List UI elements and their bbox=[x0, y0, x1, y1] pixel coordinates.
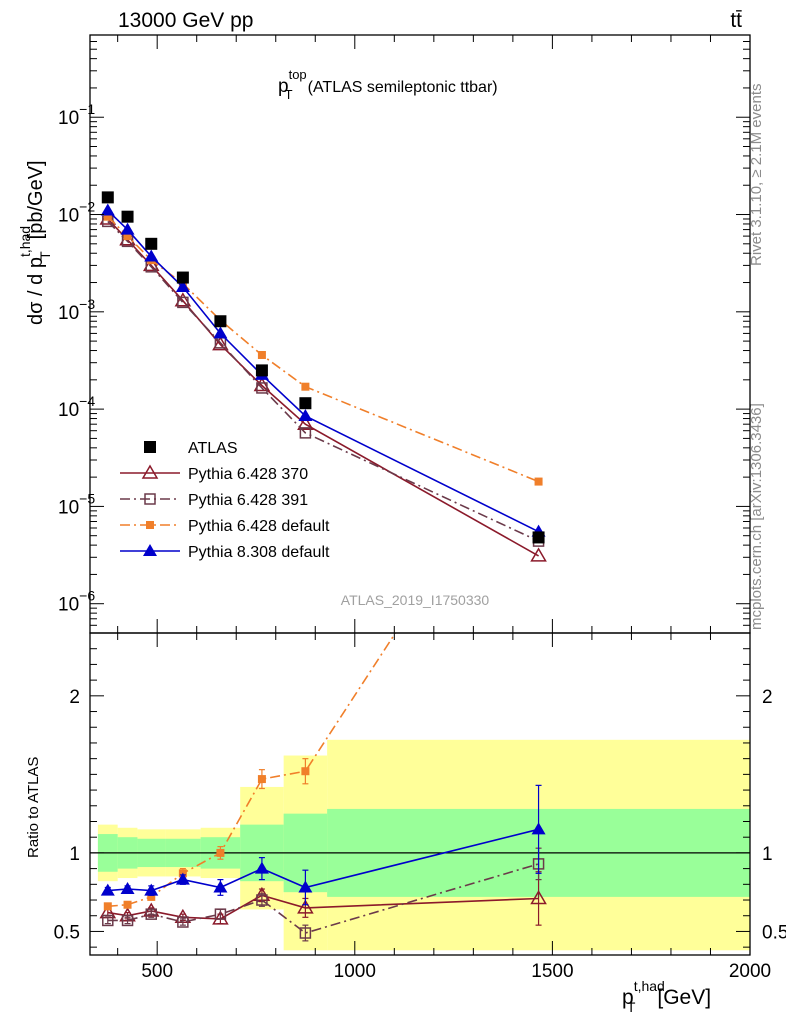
ratio-series-2-point bbox=[216, 848, 225, 857]
top-series-1-point bbox=[297, 415, 314, 430]
top-series-1-point bbox=[212, 336, 229, 351]
top-series-0-point bbox=[101, 191, 114, 204]
top-series-3-point bbox=[103, 212, 112, 221]
ratio-y-tick-label-right: 1 bbox=[762, 844, 773, 865]
top-series-0-point bbox=[255, 364, 268, 377]
ratio-series-3-point bbox=[213, 880, 228, 893]
top-series-0-point bbox=[121, 210, 134, 223]
top-series-0-point bbox=[145, 237, 158, 250]
top-series-4-point bbox=[100, 203, 115, 216]
ratio-series-1-point bbox=[102, 914, 114, 927]
top-series-4-point bbox=[298, 408, 313, 421]
ratio-series-1-point bbox=[177, 916, 189, 928]
top-series-0-point bbox=[299, 397, 312, 410]
ratio-panel-frame bbox=[89, 632, 751, 956]
ratio-series-1-point bbox=[145, 908, 158, 920]
ratio-y-tick-label-right: 0.5 bbox=[762, 922, 786, 943]
x-tick-label: 1000 bbox=[334, 961, 376, 982]
process-label: tt̄ bbox=[730, 9, 742, 32]
ratio-series-1-point bbox=[299, 927, 312, 939]
ratio-series-0-point bbox=[530, 889, 547, 905]
top-series-2-line bbox=[107, 220, 539, 542]
ratio-series-2-point bbox=[535, 409, 543, 417]
top-series-3-point bbox=[534, 477, 543, 486]
legend-marker-2 bbox=[144, 493, 156, 505]
ratio-series-3-point bbox=[100, 883, 115, 896]
ratio-uncertainty-bands bbox=[90, 739, 750, 951]
legend-marker-4 bbox=[143, 544, 157, 556]
axes: 10−6 10−5 10−4 10−3 10−2 10−1 500 1000 1500 2000 0… bbox=[54, 34, 786, 982]
legend-marker-1 bbox=[141, 464, 159, 479]
ratio-series-3-point bbox=[254, 861, 269, 874]
ratio-series-2-point bbox=[257, 775, 266, 784]
top-series-4-point bbox=[144, 249, 159, 262]
ratio-y-tick-label: 1 bbox=[69, 844, 80, 865]
ratio-y-axis-label: Ratio to ATLAS bbox=[25, 757, 42, 858]
ratio-y-tick-label: 2 bbox=[69, 687, 80, 708]
legend-marker-0 bbox=[144, 441, 156, 453]
x-tick-label: 2000 bbox=[729, 961, 771, 982]
legend-label-2: Pythia 6.428 391 bbox=[188, 492, 308, 509]
ratio-series-1-line bbox=[107, 863, 539, 934]
top-series-1-point bbox=[174, 292, 192, 307]
ratio-y-tick-label: 0.5 bbox=[54, 922, 80, 943]
top-panel-data bbox=[99, 191, 547, 562]
legend: ATLAS Pythia 6.428 370 Pythia 6.428 391 Pyt… bbox=[120, 440, 330, 561]
ratio-series-2-point bbox=[301, 767, 310, 776]
top-series-0-point bbox=[214, 315, 227, 328]
ratio-series-3-point bbox=[120, 882, 135, 895]
ratio-series-3-point bbox=[531, 822, 546, 835]
top-series-2-point bbox=[256, 382, 268, 394]
ratio-series-1-point bbox=[121, 914, 134, 927]
top-y-tick-label: 10−5 bbox=[58, 490, 95, 518]
x-axis-label: pt,had T [GeV] bbox=[622, 978, 711, 1015]
legend-label-3: Pythia 6.428 default bbox=[188, 518, 330, 535]
ratio-series-0-point bbox=[212, 910, 229, 925]
legend-label-4: Pythia 8.308 default bbox=[188, 544, 330, 561]
energy-label: 13000 GeV pp bbox=[118, 9, 253, 32]
top-y-tick-label: 10−4 bbox=[58, 393, 95, 421]
ratio-series-3-point bbox=[144, 883, 159, 896]
top-series-0-point bbox=[176, 271, 189, 284]
legend-label-1: Pythia 6.428 370 bbox=[188, 466, 308, 483]
ratio-series-0-point bbox=[297, 899, 314, 914]
top-y-tick-label: 10−1 bbox=[58, 101, 95, 129]
ratio-series-2-point bbox=[147, 892, 156, 901]
ratio-series-2-point bbox=[103, 902, 112, 911]
mcplots-site-label: mcplots.cern.ch [arXiv:1306.3436] bbox=[748, 403, 765, 630]
ratio-series-3-point bbox=[298, 880, 313, 893]
top-series-4-point bbox=[213, 326, 228, 339]
top-y-tick-label: 10−3 bbox=[58, 296, 95, 324]
top-y-tick-label: 10−2 bbox=[58, 199, 95, 227]
x-tick-label: 500 bbox=[141, 961, 173, 982]
top-series-3-line bbox=[107, 216, 539, 483]
top-series-2-point bbox=[299, 427, 312, 439]
top-series-1-line bbox=[107, 218, 539, 557]
top-y-axis-label: dσ / d pt,had T[pb/GeV] bbox=[17, 160, 53, 325]
top-y-tick-label: 10−6 bbox=[58, 588, 95, 616]
top-series-4-point bbox=[120, 222, 135, 235]
ratio-y-tick-label-right: 2 bbox=[762, 687, 773, 708]
top-series-2-point bbox=[177, 296, 189, 309]
legend-marker-3 bbox=[146, 521, 154, 529]
rivet-version-label: Rivet 3.1.10, ≥ 2.1M events bbox=[748, 84, 765, 267]
ratio-panel-data bbox=[99, 409, 547, 942]
ratio-series-3-point bbox=[175, 872, 190, 885]
top-series-4-point bbox=[175, 279, 190, 292]
ratio-series-1-point bbox=[214, 908, 227, 920]
top-series-4-line bbox=[107, 209, 539, 533]
plot-title: ptop T (ATLAS semileptonic ttbar) bbox=[278, 67, 498, 102]
legend-label-0: ATLAS bbox=[188, 440, 238, 457]
x-tick-label: 1500 bbox=[531, 961, 573, 982]
top-series-3-point bbox=[257, 350, 266, 359]
ratio-series-2-point bbox=[123, 900, 132, 909]
top-series-0-point bbox=[532, 531, 545, 544]
top-series-1-point bbox=[142, 256, 160, 272]
top-series-1-point bbox=[530, 547, 547, 562]
top-series-3-point bbox=[301, 382, 310, 391]
ratio-series-1-point bbox=[256, 894, 268, 906]
analysis-id-label: ATLAS_2019_I1750330 bbox=[341, 592, 490, 608]
top-series-3-point bbox=[123, 232, 132, 241]
